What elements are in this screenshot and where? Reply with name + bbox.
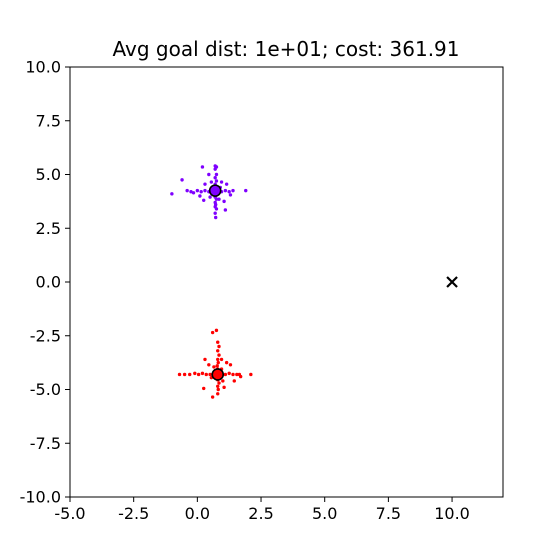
scatter-point [204, 372, 208, 377]
scatter-point [203, 357, 207, 362]
scatter-point [222, 199, 226, 204]
scatter-point [202, 198, 206, 202]
scatter-point [199, 190, 203, 194]
scatter-point [217, 344, 221, 349]
scatter-point [208, 195, 212, 199]
y-tick-label: -7.5 [30, 434, 61, 453]
scatter-point [214, 207, 219, 211]
scatter-point [214, 172, 219, 177]
x-tick-label: -2.5 [118, 504, 149, 523]
scatter-point [177, 372, 182, 377]
scatter-point [203, 182, 207, 186]
cluster-center-marker [211, 368, 225, 381]
goal-marker [446, 276, 458, 288]
scatter-point [216, 340, 220, 344]
scatter-point [224, 182, 229, 186]
scatter-point [195, 188, 200, 193]
scatter-point [217, 353, 221, 357]
scatter-point [213, 211, 217, 215]
scatter-point [228, 193, 233, 197]
scatter-point [170, 192, 174, 196]
y-tick-label: -10.0 [20, 488, 61, 507]
chart-title: Avg goal dist: 1e+01; cost: 361.91 [112, 37, 459, 61]
x-tick-label: 5.0 [312, 504, 337, 523]
y-tick-label: 2.5 [36, 219, 61, 238]
x-tick-label: 0.0 [185, 504, 210, 523]
scatter-point [217, 197, 221, 201]
scatter-point [238, 374, 243, 379]
scatter-point [216, 360, 220, 365]
y-tick-label: -2.5 [30, 326, 61, 345]
scatter-point [202, 386, 206, 391]
y-tick-label: 5.0 [36, 165, 61, 184]
scatter-point [191, 191, 196, 195]
scatter-point [210, 395, 215, 399]
scatter-point [231, 188, 235, 193]
y-tick-label: 7.5 [36, 111, 61, 130]
scatter-point [214, 179, 219, 183]
scatter-point [244, 188, 248, 193]
scatter-point [223, 188, 228, 193]
x-tick-label: 10.0 [434, 504, 470, 523]
scatter-point [216, 384, 220, 388]
scatter-point [209, 180, 214, 184]
scatter-point [200, 165, 205, 169]
scatter-point [227, 371, 231, 376]
scatter-point [216, 357, 220, 362]
scatter-point [219, 357, 224, 362]
scatter-point [227, 190, 231, 194]
x-tick-label: 2.5 [248, 504, 273, 523]
scatter-point [182, 372, 187, 377]
scatter-point [196, 372, 201, 377]
scatter-point [231, 372, 235, 377]
scatter-point [249, 372, 253, 377]
y-tick-label: 10.0 [25, 58, 61, 77]
scatter-point [207, 172, 211, 177]
scatter-point [200, 371, 205, 376]
scatter-point [216, 349, 220, 353]
scatter-point [214, 328, 219, 333]
scatter-point [235, 372, 239, 377]
cluster-center-marker [208, 184, 222, 197]
scatter-point [224, 360, 229, 365]
scatter-point [215, 364, 219, 368]
scatter-point [213, 176, 217, 180]
scatter-point [223, 372, 228, 377]
x-tick-label: -5.0 [54, 504, 85, 523]
scatter-point [216, 392, 220, 396]
scatter-point [207, 363, 211, 367]
scatter-point [208, 372, 212, 377]
scatter-point [228, 363, 233, 367]
scatter-point [221, 379, 225, 383]
scatter-point [219, 180, 224, 184]
x-tick-label: 7.5 [376, 504, 401, 523]
scatter-point [217, 381, 221, 385]
scatter-point [180, 178, 184, 182]
scatter-point [213, 215, 218, 220]
scatter-point [232, 379, 236, 383]
scatter-point [203, 188, 207, 193]
scatter-point [185, 188, 189, 193]
scatter-point [193, 371, 197, 376]
scatter-point [210, 330, 215, 335]
plot-area: -5.0 -2.5 0.0 2.5 5.0 7.5 10.0 10.0 7.5 5.0 2.5 0.0… [20, 58, 504, 523]
scatter-point [214, 197, 219, 201]
scatter-point [223, 208, 228, 212]
scatter-point [213, 167, 217, 171]
scatter-point [216, 387, 220, 392]
scatter-point [188, 372, 192, 377]
scatter-point [222, 385, 226, 390]
y-tick-label: -5.0 [30, 380, 61, 399]
scatter-point [189, 190, 193, 194]
scatter-point [212, 365, 216, 369]
y-tick-label: 0.0 [36, 273, 61, 292]
scatter-point [198, 194, 202, 198]
